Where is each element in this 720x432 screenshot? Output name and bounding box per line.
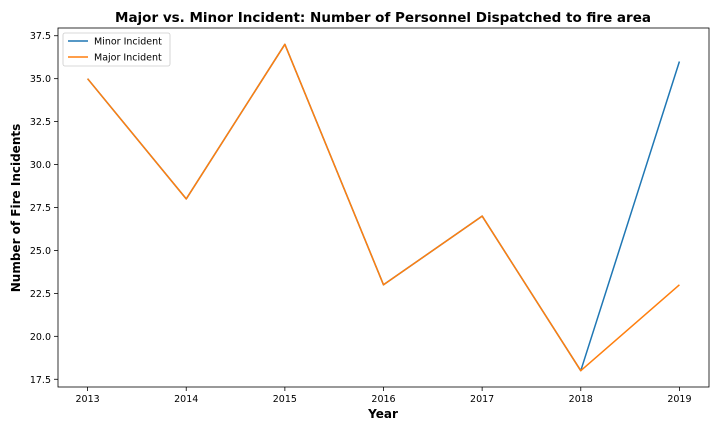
y-tick-label: 22.5 bbox=[30, 289, 51, 300]
y-tick-label: 17.5 bbox=[30, 375, 51, 386]
legend-box bbox=[62, 32, 171, 67]
legend-label: Major Incident bbox=[94, 53, 162, 64]
plot-area bbox=[57, 27, 710, 388]
y-axis: 17.5 20.0 22.5 25.0 27.5 30.0 32.5 35.0 37.5 bbox=[30, 31, 58, 386]
legend: Minor Incident Major Incident bbox=[62, 32, 171, 67]
y-axis-label: Number of Fire Incidents bbox=[9, 124, 23, 293]
y-tick-label: 30.0 bbox=[30, 160, 51, 171]
y-tick-label: 25.0 bbox=[30, 246, 51, 257]
x-axis-label: Year bbox=[367, 407, 398, 421]
x-tick-label: 2014 bbox=[174, 394, 198, 405]
x-tick-label: 2017 bbox=[470, 394, 494, 405]
series-line-major-incident bbox=[87, 43, 680, 372]
x-tick-label: 2015 bbox=[273, 394, 297, 405]
series-line-minor-incident bbox=[87, 43, 681, 372]
y-tick-label: 27.5 bbox=[30, 203, 51, 214]
legend-label: Minor Incident bbox=[94, 37, 162, 48]
x-tick-label: 2013 bbox=[75, 394, 99, 405]
x-tick-label: 2019 bbox=[667, 394, 691, 405]
y-tick-label: 32.5 bbox=[30, 117, 51, 128]
y-tick-label: 37.5 bbox=[30, 31, 51, 42]
y-tick-label: 20.0 bbox=[30, 332, 51, 343]
x-tick-label: 2018 bbox=[569, 394, 593, 405]
x-tick-label: 2016 bbox=[371, 394, 395, 405]
y-tick-label: 35.0 bbox=[30, 74, 51, 85]
series-lines bbox=[87, 43, 681, 372]
chart-title: Major vs. Minor Incident: Number of Pers… bbox=[115, 10, 651, 26]
x-axis: 2013 2014 2015 2016 2017 2018 2019 bbox=[75, 387, 692, 405]
